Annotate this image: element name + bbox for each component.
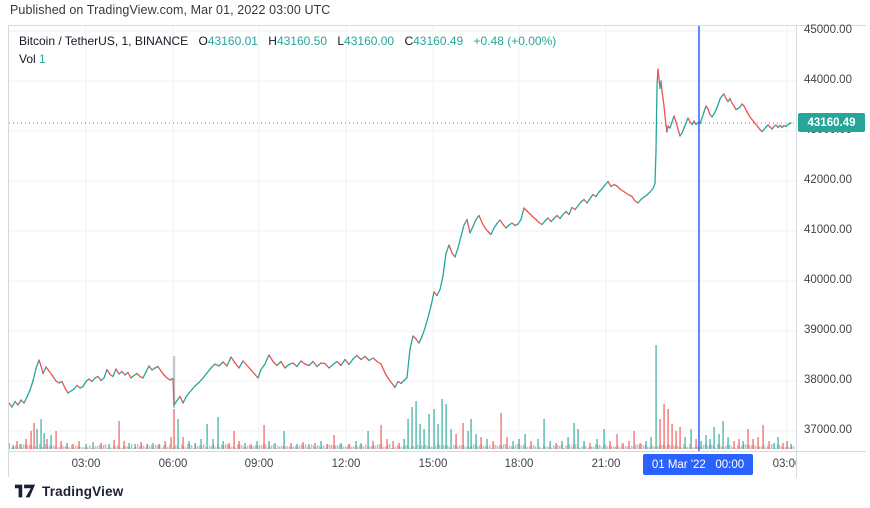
ohlc-close-label: C bbox=[404, 34, 414, 48]
price-axis-label: 44000.00 bbox=[804, 74, 852, 86]
ohlc-low-label: L bbox=[337, 34, 345, 48]
symbol-title[interactable]: Bitcoin / TetherUS, 1, BINANCE bbox=[19, 34, 189, 48]
price-axis-label: 45000.00 bbox=[804, 24, 852, 36]
time-axis-label: 06:00 bbox=[158, 458, 188, 470]
ohlc-high-value: 43160.50 bbox=[276, 34, 328, 48]
ohlc-high-label: H bbox=[268, 34, 277, 48]
price-axis-label: 41000.00 bbox=[804, 224, 852, 236]
ohlc-open-value: 43160.01 bbox=[207, 34, 258, 48]
price-axis-label: 38000.00 bbox=[804, 374, 852, 386]
candlestick-chart[interactable] bbox=[9, 26, 796, 451]
volume-value: 1 bbox=[39, 52, 46, 66]
tradingview-brand[interactable]: TradingView bbox=[14, 483, 123, 499]
time-axis-label: 03:00 bbox=[772, 458, 799, 470]
price-axis[interactable]: 45000.0044000.0043000.0042000.0041000.00… bbox=[796, 24, 866, 451]
price-axis-label: 40000.00 bbox=[804, 274, 852, 286]
ohlc-open-label: O bbox=[198, 34, 208, 48]
ohlc-low-value: 43160.00 bbox=[344, 34, 395, 48]
chart-panel: Bitcoin / TetherUS, 1, BINANCE O43160.01… bbox=[8, 24, 866, 478]
time-axis[interactable]: 03:00 06:00 09:00 12:00 15:00 18:00 21:00 03:00… bbox=[9, 451, 866, 478]
volume-label[interactable]: Vol bbox=[19, 52, 36, 66]
change-value: +0.48 (+0.00%) bbox=[473, 34, 557, 48]
current-price-tag: 43160.49 bbox=[798, 113, 865, 133]
time-axis-label: 03:00 bbox=[71, 458, 101, 470]
axis-corner bbox=[796, 452, 866, 478]
time-axis-label: 21:00 bbox=[591, 458, 621, 470]
chart-plot-area[interactable]: Bitcoin / TetherUS, 1, BINANCE O43160.01… bbox=[9, 26, 796, 451]
time-axis-label: 18:00 bbox=[504, 458, 534, 470]
time-axis-label: 15:00 bbox=[418, 458, 448, 470]
ohlc-close-value: 43160.49 bbox=[413, 34, 464, 48]
crosshair-time-tag: 01 Mar '22 00:00 bbox=[643, 454, 753, 475]
tradingview-brand-name: TradingView bbox=[42, 483, 124, 499]
price-axis-label: 37000.00 bbox=[804, 424, 852, 436]
price-axis-label: 39000.00 bbox=[804, 324, 852, 336]
published-caption: Published on TradingView.com, Mar 01, 20… bbox=[10, 3, 331, 17]
tradingview-logo-icon bbox=[14, 484, 36, 498]
time-axis-label: 09:00 bbox=[244, 458, 274, 470]
chart-legend: Bitcoin / TetherUS, 1, BINANCE O43160.01… bbox=[19, 33, 556, 68]
price-axis-label: 42000.00 bbox=[804, 174, 852, 186]
time-axis-label: 12:00 bbox=[331, 458, 361, 470]
